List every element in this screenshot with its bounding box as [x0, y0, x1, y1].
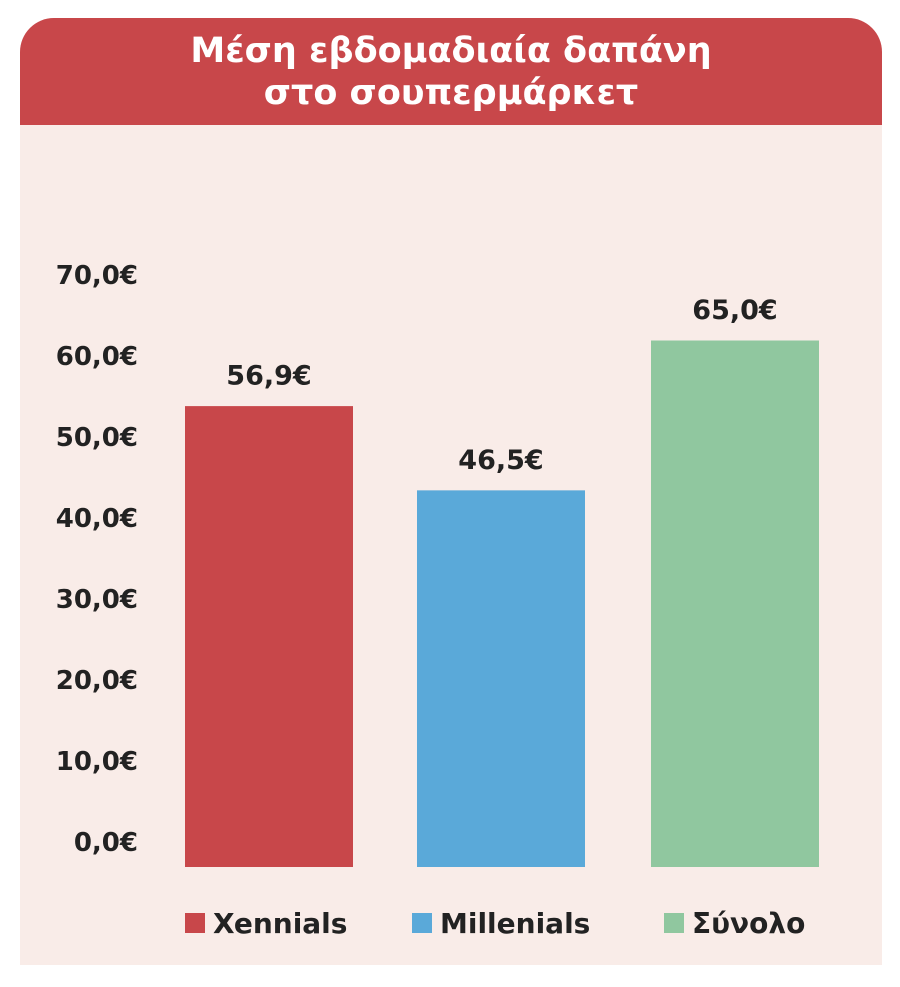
- legend-swatch-total: [664, 913, 684, 933]
- legend-label-total: Σύνολο: [692, 906, 806, 940]
- legend-swatch-xennials: [185, 913, 205, 933]
- chart-title-line-1: Μέση εβδομαδιαία δαπάνη: [190, 31, 712, 71]
- y-tick-label: 30,0€: [56, 585, 138, 615]
- legend-label-xennials: Xennials: [213, 906, 348, 940]
- value-label-total: 65,0€: [692, 295, 777, 326]
- value-label-millenials: 46,5€: [458, 445, 543, 476]
- bar-xennials: [185, 406, 353, 867]
- legend-swatch-millenials: [412, 913, 432, 933]
- chart-title-line-2: στο σουπερμάρκετ: [263, 73, 639, 113]
- bar-total: [651, 340, 819, 867]
- bar-chart: 0,0€ 10,0€ 20,0€ 30,0€ 40,0€ 50,0€ 60,0€ 70,0€ 5…: [56, 261, 819, 867]
- legend-item-xennials: Xennials: [185, 903, 347, 943]
- y-tick-label: 20,0€: [56, 666, 138, 696]
- y-tick-label: 0,0€: [74, 828, 138, 858]
- y-tick-label: 40,0€: [56, 504, 138, 534]
- legend-item-millenials: Millenials: [412, 903, 590, 943]
- legend-label-millenials: Millenials: [440, 906, 591, 940]
- legend-item-total: Σύνολο: [664, 903, 805, 943]
- y-tick-label: 50,0€: [56, 423, 138, 453]
- y-tick-label: 60,0€: [56, 342, 138, 372]
- y-tick-label: 70,0€: [56, 261, 138, 291]
- value-label-xennials: 56,9€: [226, 361, 311, 392]
- chart-header: Μέση εβδομαδιαία δαπάνη στο σουπερμάρκετ: [20, 18, 882, 125]
- chart-legend: Xennials Millenials Σύνολο: [0, 903, 900, 943]
- bar-millenials: [417, 490, 585, 867]
- y-tick-label: 10,0€: [56, 747, 138, 777]
